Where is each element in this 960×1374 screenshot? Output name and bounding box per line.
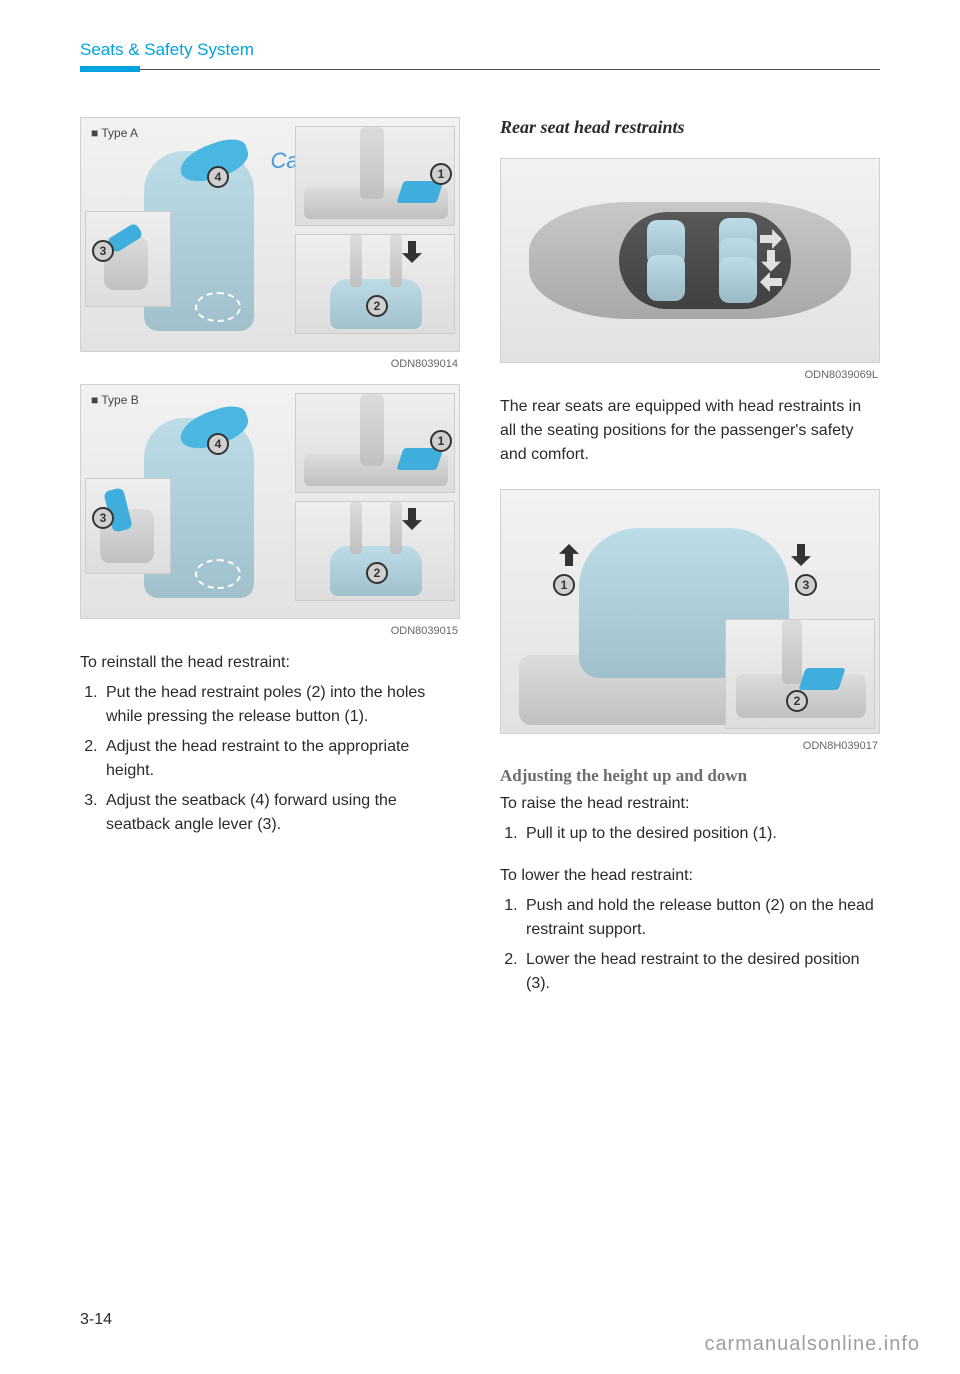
figure-a-art: 4 3 1 (89, 126, 451, 343)
car-outline (529, 202, 851, 319)
page-header: Seats & Safety System (80, 40, 880, 72)
raise-steps-list: Pull it up to the desired position (1). (500, 822, 880, 846)
figure-b-inset-bottomright: 2 (295, 501, 455, 601)
adjust-subhead: Adjusting the height up and down (500, 766, 880, 786)
figure-type-a: ■ Type A CarManuals2.com 4 3 (80, 117, 460, 352)
right-para-1: The rear seats are equipped with head re… (500, 395, 880, 467)
figure-rear-top-code: ODN8039069L (500, 369, 878, 381)
pole-right (390, 235, 402, 287)
figure-rear-top-art (509, 167, 871, 354)
down-arrow-icon (791, 544, 811, 566)
car-roof (619, 212, 791, 309)
right-heading: Rear seat head restraints (500, 117, 880, 138)
callout-2: 2 (366, 562, 388, 584)
dashed-circle-icon (195, 292, 241, 322)
callout-1: 1 (553, 574, 575, 596)
left-step-1: Put the head restraint poles (2) into th… (102, 681, 460, 729)
down-arrow-icon (402, 508, 422, 530)
figure-type-b: ■ Type B 4 3 1 (80, 384, 460, 619)
raise-intro: To raise the head restraint: (500, 792, 880, 816)
page: Seats & Safety System ■ Type A CarManual… (0, 0, 960, 1374)
figure-a-inset-topright: 1 (295, 126, 455, 226)
dashed-circle-icon (195, 559, 241, 589)
watermark-bottom: carmanualsonline.info (704, 1333, 920, 1356)
callout-3: 3 (795, 574, 817, 596)
up-arrow-icon (559, 544, 579, 566)
callout-1: 1 (430, 430, 452, 452)
figure-adjust-inset: 2 (725, 619, 875, 729)
header-rule (80, 66, 880, 72)
front-seat-right (647, 255, 685, 301)
callout-3: 3 (92, 507, 114, 529)
down-arrow-icon (402, 241, 422, 263)
lower-step-2: Lower the head restraint to the desired … (522, 948, 880, 996)
content-columns: ■ Type A CarManuals2.com 4 3 (80, 117, 880, 996)
pole-left (350, 235, 362, 287)
callout-1: 1 (430, 163, 452, 185)
headrest-arrow-icon (761, 250, 781, 272)
callout-4: 4 (207, 433, 229, 455)
lower-steps-list: Push and hold the release button (2) on … (500, 894, 880, 996)
headrest-pole (360, 394, 384, 466)
left-steps-list: Put the head restraint poles (2) into th… (80, 681, 460, 837)
figure-b-art: 4 3 1 (89, 393, 451, 610)
headrest-arrow-icon (760, 272, 782, 292)
callout-2: 2 (366, 295, 388, 317)
pole-right (390, 502, 402, 554)
lower-intro: To lower the head restraint: (500, 864, 880, 888)
figure-adjust: 1 3 2 (500, 489, 880, 734)
figure-rear-top (500, 158, 880, 363)
callout-2: 2 (786, 690, 808, 712)
rear-seat-3 (719, 257, 757, 303)
figure-b-code: ODN8039015 (80, 625, 458, 637)
release-button-icon (798, 668, 845, 690)
figure-a-code: ODN8039014 (80, 358, 458, 370)
figure-adjust-art: 1 3 2 (509, 498, 871, 725)
right-column: Rear seat head restraints (500, 117, 880, 996)
figure-b-inset-topright: 1 (295, 393, 455, 493)
left-column: ■ Type A CarManuals2.com 4 3 (80, 117, 460, 996)
figure-adjust-code: ODN8H039017 (500, 740, 878, 752)
callout-4: 4 (207, 166, 229, 188)
figure-a-inset-left: 3 (85, 211, 171, 307)
header-thin-rule (140, 69, 880, 70)
left-step-2: Adjust the head restraint to the appropr… (102, 735, 460, 783)
callout-3: 3 (92, 240, 114, 262)
section-title: Seats & Safety System (80, 40, 880, 60)
support-pole (782, 620, 802, 684)
figure-b-inset-left: 3 (85, 478, 171, 574)
page-number: 3-14 (80, 1311, 112, 1329)
left-step-3: Adjust the seatback (4) forward using th… (102, 789, 460, 837)
header-blue-tab (80, 66, 140, 72)
figure-a-inset-bottomright: 2 (295, 234, 455, 334)
raise-step-1: Pull it up to the desired position (1). (522, 822, 880, 846)
pole-left (350, 502, 362, 554)
left-intro: To reinstall the head restraint: (80, 651, 460, 675)
lower-step-1: Push and hold the release button (2) on … (522, 894, 880, 942)
headrest-pole (360, 127, 384, 199)
headrest-arrow-icon (760, 229, 782, 249)
